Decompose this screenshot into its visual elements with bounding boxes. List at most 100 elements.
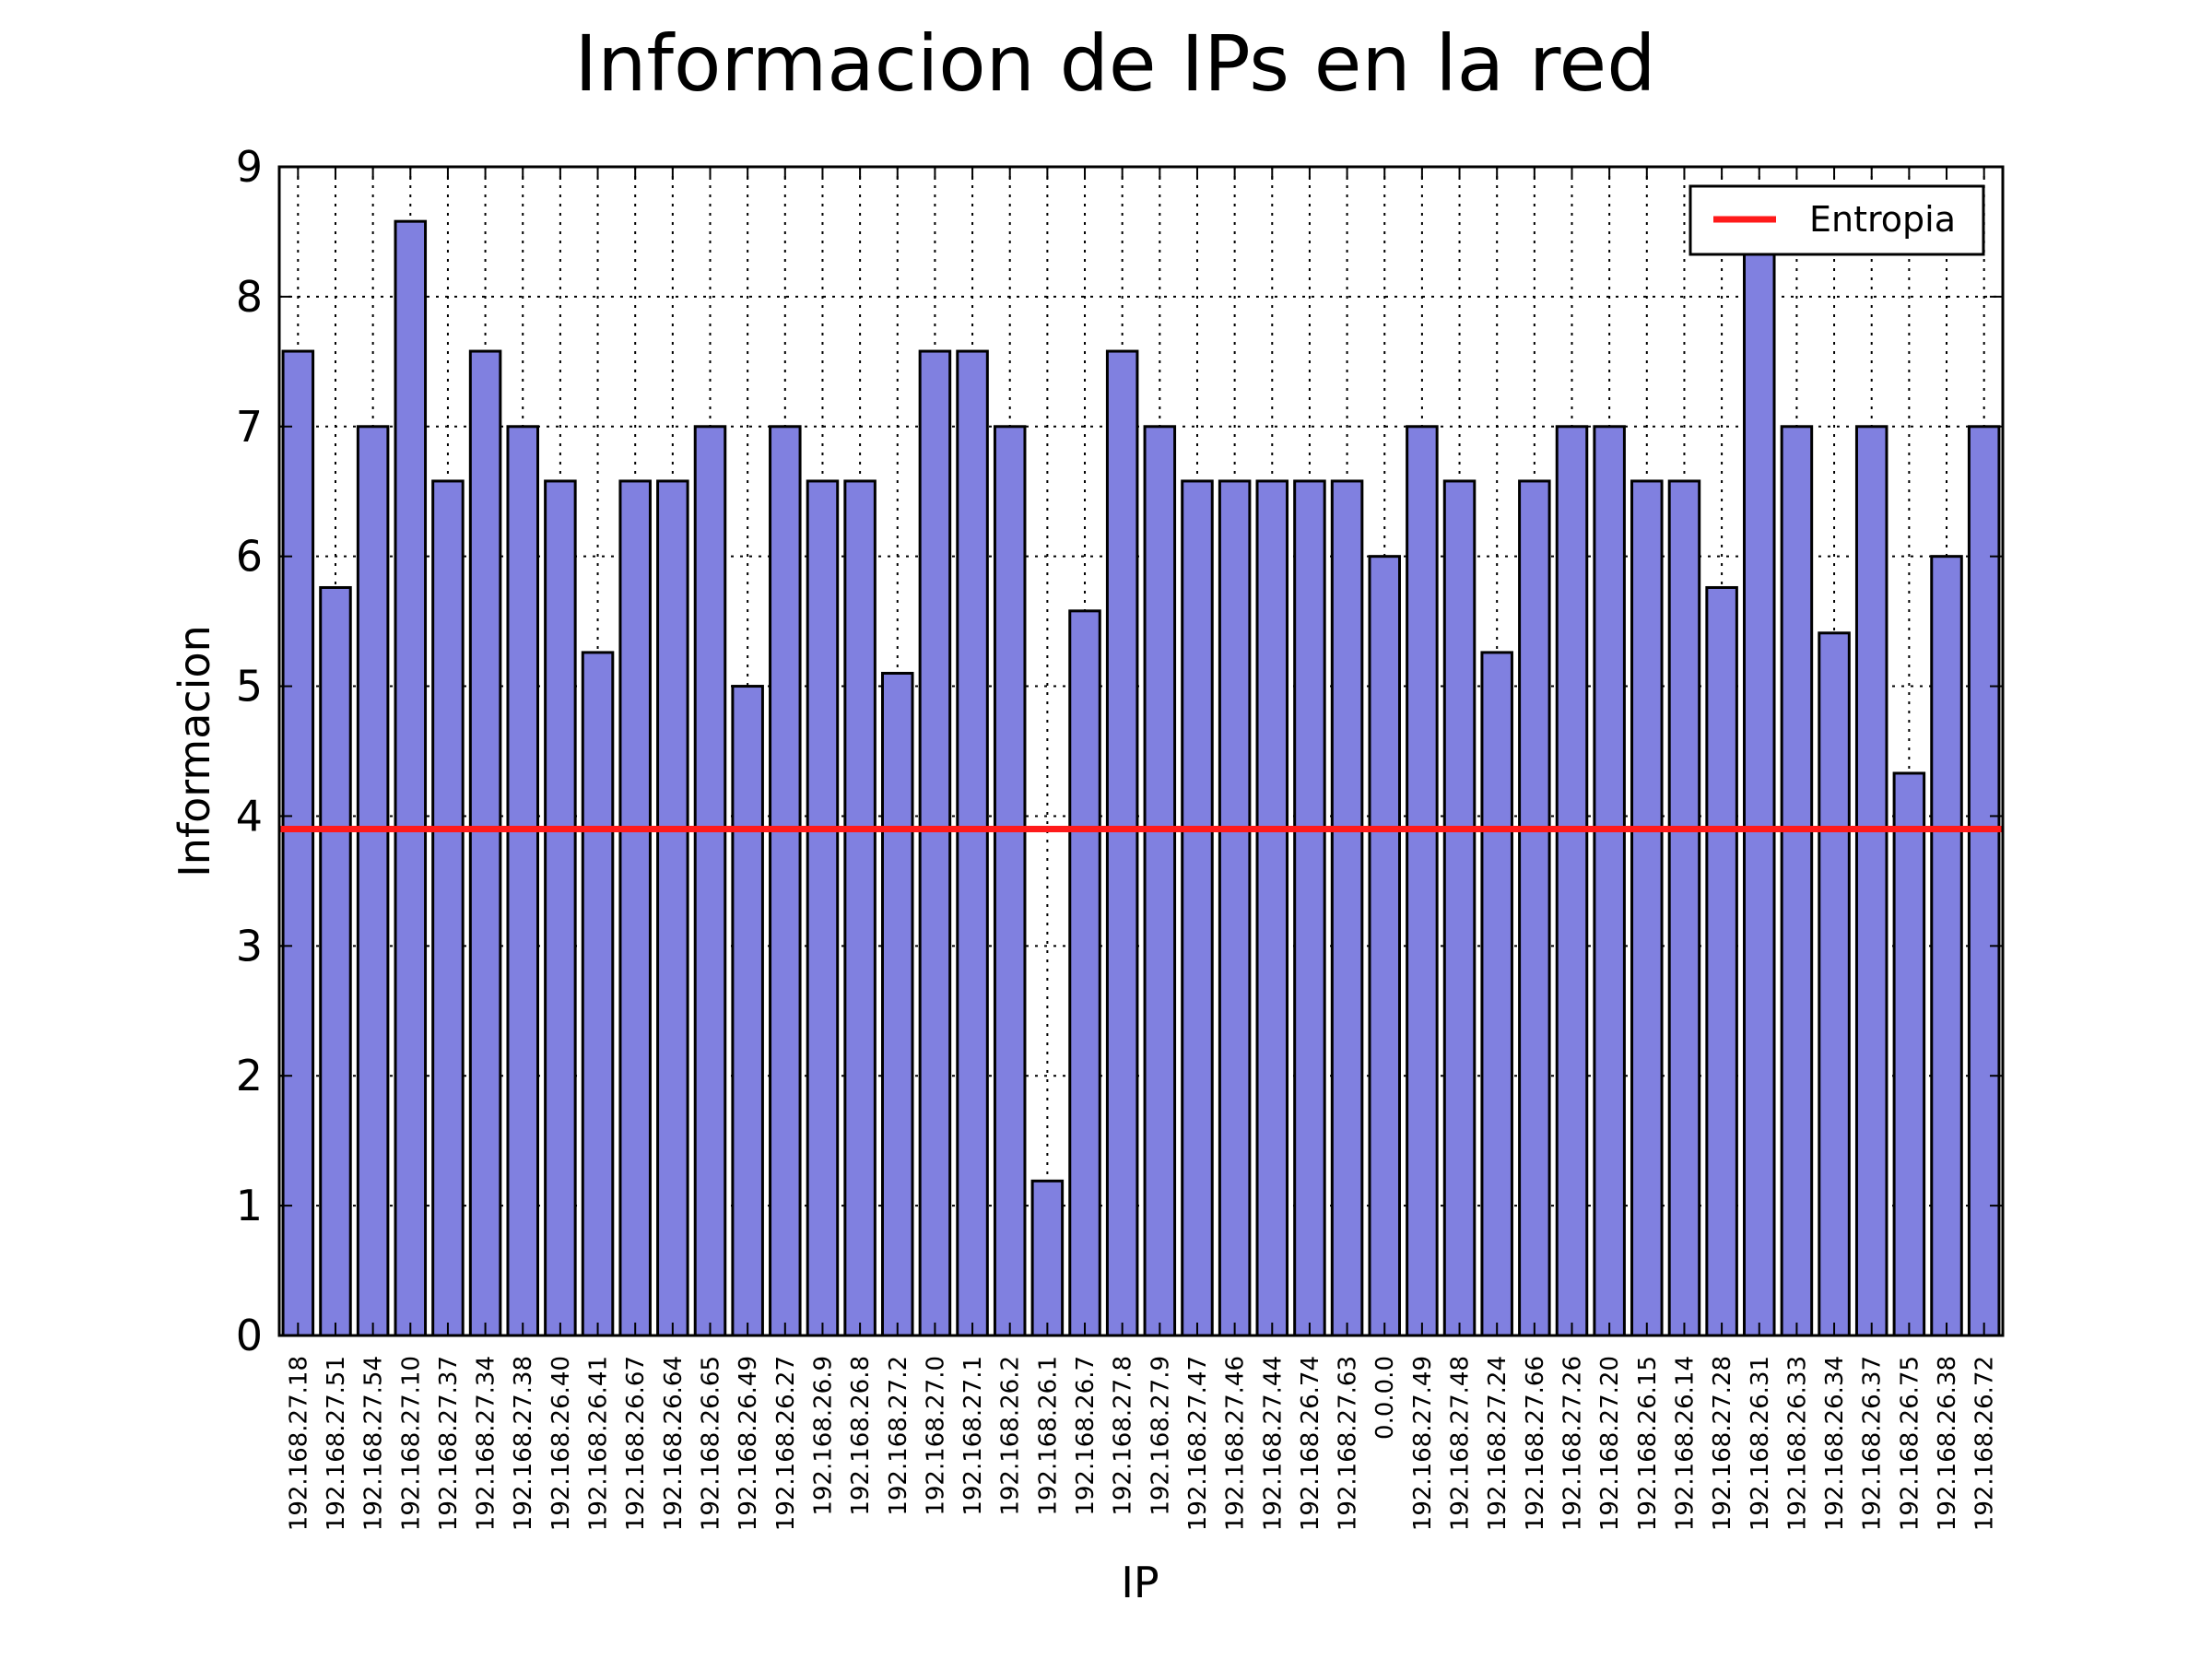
bar bbox=[1555, 425, 1589, 1337]
x-tick-label: 192.168.26.2 bbox=[997, 1356, 1025, 1516]
bar bbox=[1218, 479, 1252, 1337]
bar bbox=[1442, 479, 1477, 1337]
x-tick-label: 192.168.27.37 bbox=[435, 1356, 463, 1531]
y-tick-label: 6 bbox=[236, 532, 263, 582]
x-tick-label: 192.168.27.38 bbox=[510, 1356, 537, 1531]
x-tick-label: 192.168.27.49 bbox=[1409, 1356, 1437, 1531]
bar bbox=[1030, 1179, 1065, 1337]
x-tick-label: 192.168.27.46 bbox=[1222, 1356, 1250, 1531]
bar bbox=[618, 479, 652, 1337]
x-tick-label: 192.168.27.63 bbox=[1335, 1356, 1362, 1531]
x-tick-label: 192.168.27.48 bbox=[1447, 1356, 1475, 1531]
x-tick-label: 0.0.0.0 bbox=[1371, 1356, 1399, 1440]
x-tick-label: 192.168.26.7 bbox=[1072, 1356, 1100, 1516]
bar bbox=[1105, 349, 1139, 1337]
x-tick-label: 192.168.27.0 bbox=[922, 1356, 949, 1516]
y-tick-label: 2 bbox=[236, 1051, 263, 1100]
x-axis: 192.168.27.18 192.168.27.51 192.168.27.54 1… bbox=[285, 167, 1999, 1531]
x-tick-label: 192.168.26.67 bbox=[622, 1356, 650, 1531]
bar bbox=[1667, 479, 1701, 1337]
x-tick-label: 192.168.27.34 bbox=[473, 1356, 500, 1531]
bar bbox=[881, 671, 914, 1337]
x-tick-label: 192.168.27.9 bbox=[1147, 1356, 1174, 1516]
x-tick-label: 192.168.27.8 bbox=[1110, 1356, 1137, 1516]
x-tick-label: 192.168.26.49 bbox=[735, 1356, 762, 1531]
y-tick-label: 9 bbox=[236, 142, 263, 192]
y-tick-label: 7 bbox=[236, 402, 263, 452]
y-axis: 0 1 2 3 4 5 6 7 8 9 bbox=[236, 142, 2003, 1360]
x-tick-label: 192.168.27.1 bbox=[959, 1356, 987, 1516]
bar bbox=[1518, 479, 1551, 1337]
bar bbox=[918, 349, 952, 1337]
x-tick-label: 192.168.26.41 bbox=[585, 1356, 613, 1531]
bar bbox=[1630, 479, 1664, 1337]
y-tick-label: 5 bbox=[236, 662, 263, 712]
x-tick-label: 192.168.27.10 bbox=[397, 1356, 425, 1531]
x-tick-label: 192.168.26.14 bbox=[1671, 1356, 1699, 1531]
x-tick-label: 192.168.26.65 bbox=[698, 1356, 725, 1531]
x-tick-label: 192.168.27.28 bbox=[1709, 1356, 1736, 1531]
x-tick-label: 192.168.27.20 bbox=[1596, 1356, 1624, 1531]
bar bbox=[431, 479, 465, 1337]
y-axis-label: Informacion bbox=[170, 625, 219, 877]
bar bbox=[1480, 651, 1513, 1337]
x-tick-label: 192.168.26.74 bbox=[1297, 1356, 1324, 1531]
x-tick-label: 192.168.27.26 bbox=[1559, 1356, 1587, 1531]
bar bbox=[956, 349, 989, 1337]
x-tick-label: 192.168.26.15 bbox=[1634, 1356, 1662, 1531]
bar bbox=[581, 651, 615, 1337]
legend-entropy-label: Entropia bbox=[1809, 199, 1956, 240]
bar bbox=[993, 425, 1027, 1337]
bar bbox=[656, 479, 689, 1337]
bar bbox=[1406, 425, 1439, 1337]
bar bbox=[1930, 555, 1963, 1337]
bar bbox=[1181, 479, 1214, 1337]
x-tick-label: 192.168.26.34 bbox=[1821, 1356, 1849, 1531]
bar bbox=[468, 349, 502, 1337]
bar bbox=[356, 425, 390, 1337]
bars bbox=[281, 219, 2001, 1337]
bar bbox=[1068, 609, 1101, 1337]
bar bbox=[1743, 219, 1776, 1337]
x-tick-label: 192.168.27.47 bbox=[1184, 1356, 1212, 1531]
x-tick-label: 192.168.26.37 bbox=[1859, 1356, 1887, 1531]
x-tick-label: 192.168.27.44 bbox=[1259, 1356, 1287, 1531]
bar bbox=[1368, 555, 1402, 1337]
y-tick-label: 1 bbox=[236, 1181, 263, 1230]
bar bbox=[281, 349, 315, 1337]
bar bbox=[1705, 585, 1738, 1337]
chart-title: Informacion de IPs en la red bbox=[574, 18, 1655, 109]
bar bbox=[394, 219, 428, 1337]
bar bbox=[1967, 425, 2001, 1337]
x-tick-label: 192.168.26.33 bbox=[1783, 1356, 1811, 1531]
y-tick-label: 0 bbox=[236, 1311, 263, 1360]
x-tick-label: 192.168.26.72 bbox=[1971, 1356, 1999, 1531]
x-tick-label: 192.168.26.64 bbox=[660, 1356, 688, 1531]
bar bbox=[1818, 631, 1851, 1337]
bar bbox=[693, 425, 727, 1337]
bar bbox=[1293, 479, 1326, 1337]
bar bbox=[506, 425, 540, 1337]
x-axis-label: IP bbox=[1121, 1558, 1159, 1607]
bar bbox=[1780, 425, 1814, 1337]
bar bbox=[806, 479, 840, 1337]
plot-frame bbox=[277, 165, 2005, 1337]
bar bbox=[1255, 479, 1289, 1337]
x-tick-label: 192.168.26.38 bbox=[1934, 1356, 1961, 1531]
y-tick-label: 4 bbox=[236, 791, 263, 841]
x-tick-label: 192.168.27.54 bbox=[360, 1356, 388, 1531]
x-tick-label: 192.168.26.31 bbox=[1747, 1356, 1774, 1531]
bar bbox=[769, 425, 802, 1337]
x-tick-label: 192.168.26.9 bbox=[809, 1356, 837, 1516]
legend: Entropia bbox=[1688, 184, 1985, 256]
bar bbox=[1854, 425, 1888, 1337]
x-tick-label: 192.168.27.18 bbox=[285, 1356, 312, 1531]
bar bbox=[1892, 771, 1926, 1337]
x-tick-label: 192.168.27.66 bbox=[1522, 1356, 1549, 1531]
x-tick-label: 192.168.27.24 bbox=[1484, 1356, 1512, 1531]
x-tick-label: 192.168.27.2 bbox=[885, 1356, 912, 1516]
x-tick-label: 192.168.26.40 bbox=[547, 1356, 575, 1531]
x-tick-label: 192.168.27.51 bbox=[323, 1356, 350, 1531]
bar bbox=[319, 585, 352, 1337]
